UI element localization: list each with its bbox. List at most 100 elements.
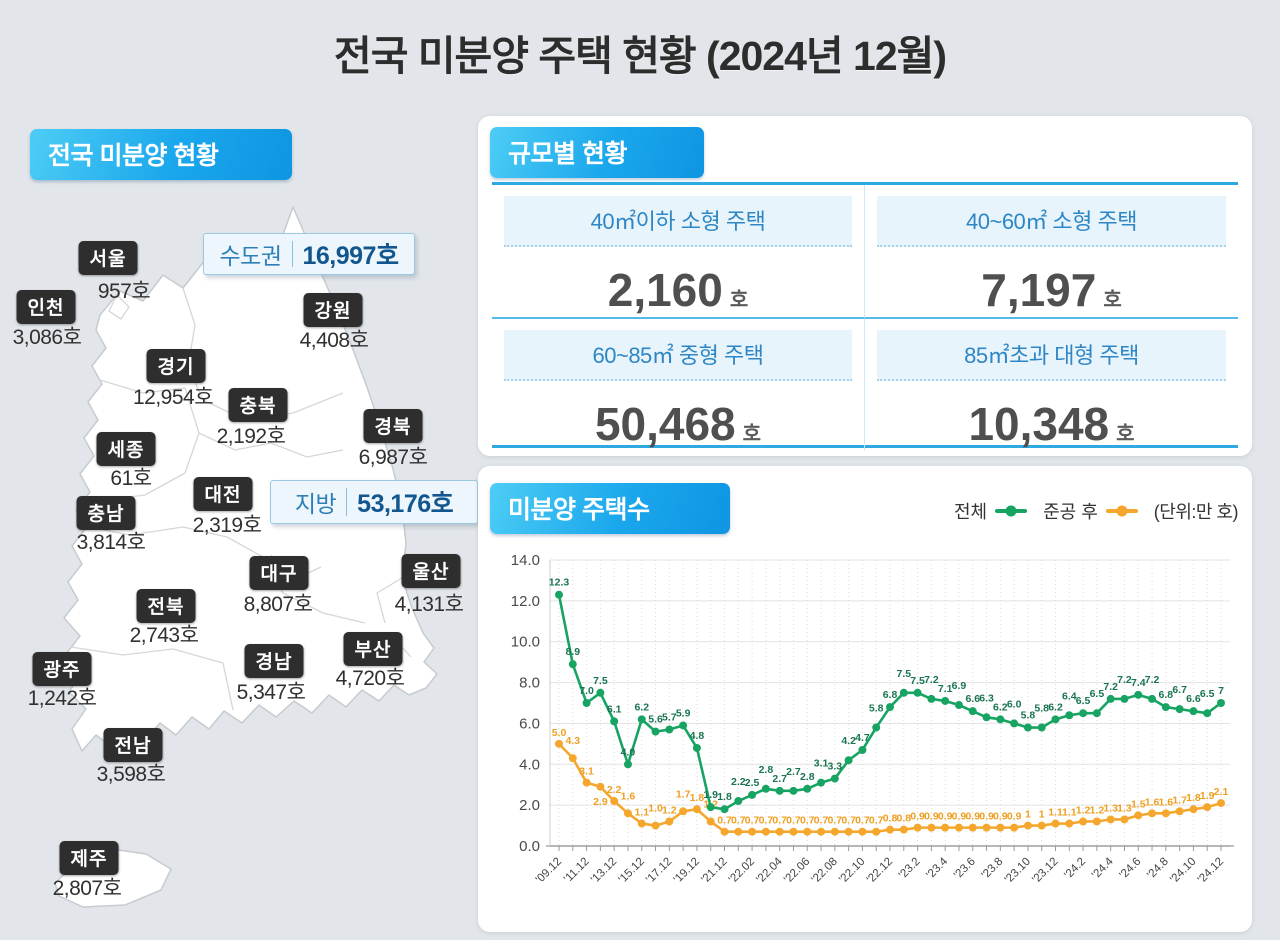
y-tick-label: 0.0 — [519, 838, 540, 855]
data-point — [872, 723, 881, 732]
x-tick-label: '22.04 — [754, 855, 785, 886]
data-point-label: 6.6 — [1186, 693, 1201, 705]
x-tick-label: '24.4 — [1090, 855, 1116, 881]
x-tick-label: '23.12 — [1030, 856, 1060, 886]
region-value-대전: 2,319호 — [192, 514, 262, 537]
data-point-label: 7.5 — [910, 675, 925, 687]
region-name: 인천 — [16, 290, 76, 324]
data-point — [941, 696, 950, 705]
data-point-label: 6.8 — [883, 689, 898, 701]
data-point — [1148, 809, 1157, 818]
data-point-label: 0.7 — [828, 815, 843, 827]
data-point — [982, 823, 991, 832]
data-point — [941, 823, 950, 832]
data-point — [954, 823, 963, 832]
data-point — [830, 774, 839, 783]
data-point — [927, 694, 936, 703]
y-tick-label: 12.0 — [511, 593, 540, 610]
data-point — [555, 739, 563, 748]
data-point-label: 2.2 — [731, 776, 746, 788]
data-point-label: 1.6 — [1159, 796, 1174, 808]
data-point — [761, 827, 770, 836]
data-point — [748, 827, 757, 836]
chart-panel-title: 미분양 주택수 — [508, 496, 650, 524]
y-tick-label: 10.0 — [511, 634, 540, 651]
data-point-label: 4.3 — [565, 735, 580, 747]
data-point — [706, 817, 715, 826]
data-point — [858, 827, 867, 836]
stat-value: 7,197 호 — [981, 264, 1122, 316]
data-point — [899, 825, 908, 834]
region-name: 전남 — [103, 728, 163, 762]
data-point — [775, 786, 784, 795]
region-value-서울: 957호 — [97, 280, 151, 303]
data-point-label: 0.9 — [952, 811, 967, 823]
region-badge-경기: 경기 — [146, 349, 206, 383]
data-point-label: 0.7 — [786, 815, 801, 827]
data-point — [1148, 694, 1157, 703]
data-point — [886, 825, 894, 834]
data-point — [610, 717, 619, 726]
unit-label: 호 — [729, 289, 749, 311]
legend-label: 전체 — [953, 502, 988, 522]
jibang-value: 53,176호 — [357, 490, 454, 518]
data-point-label: 2.8 — [759, 764, 774, 776]
data-point — [651, 727, 660, 736]
x-tick-label: '23.6 — [952, 856, 978, 882]
stat-cell-40to60: 40~60㎡ 소형 주택 7,197 호 — [865, 185, 1238, 319]
data-point — [1120, 815, 1129, 824]
data-point — [1065, 711, 1074, 720]
data-point — [665, 817, 674, 826]
data-point-label: 1.1 — [1062, 807, 1077, 819]
data-point-label: 2.7 — [786, 766, 801, 778]
data-point-label: 1 — [1025, 809, 1031, 821]
chart-panel: 미분양 주택수 전체 준공 후 (단위:만 호) 0.0 2.0 4.0 6.0 8.0… — [478, 466, 1252, 932]
data-point-label: 1.3 — [1103, 802, 1118, 814]
data-point — [1051, 819, 1060, 828]
region-badge-충남: 충남 — [76, 496, 136, 530]
data-point-label: 0.7 — [841, 815, 856, 827]
data-point — [913, 823, 922, 832]
data-point-label: 0.7 — [855, 815, 870, 827]
data-point-label: 1 — [1039, 809, 1045, 821]
region-value-부산: 4,720호 — [335, 667, 405, 690]
data-point-label: 5.8 — [1034, 703, 1049, 715]
data-point — [568, 754, 577, 763]
data-point-label: 12.3 — [549, 577, 570, 589]
data-point-label: 5.8 — [869, 703, 884, 715]
data-point — [651, 821, 660, 830]
data-point-label: 0.9 — [979, 811, 994, 823]
data-point — [996, 823, 1005, 832]
data-point — [1037, 821, 1046, 830]
data-point-label: 0.7 — [869, 815, 884, 827]
region-badge-강원: 강원 — [303, 293, 363, 327]
data-point-label: 7.5 — [896, 668, 911, 680]
jibang-box: 지방 53,176호 — [270, 480, 478, 524]
region-badge-충북: 충북 — [228, 388, 288, 422]
region-value-강원: 4,408호 — [299, 329, 369, 352]
data-point — [568, 660, 577, 669]
data-point-label: 4.7 — [855, 732, 870, 744]
data-point-label: 6.2 — [634, 701, 649, 713]
stat-label: 40㎡이하 소형 주택 — [504, 196, 852, 247]
data-point-label: 5.8 — [1021, 710, 1036, 722]
map-panel-title: 전국 미분양 현황 — [48, 142, 219, 170]
data-point-label: 7.2 — [1103, 681, 1118, 693]
data-point-label: 6.5 — [1076, 695, 1091, 707]
stat-cell-under40: 40㎡이하 소형 주택 2,160 호 — [492, 185, 865, 319]
data-point — [1175, 705, 1184, 714]
region-badge-울산: 울산 — [401, 554, 461, 588]
x-tick-label: '24.12 — [1196, 856, 1226, 886]
data-point — [1189, 805, 1198, 814]
data-point — [1010, 823, 1019, 832]
data-point-label: 0.8 — [896, 813, 911, 825]
data-point — [582, 699, 591, 707]
data-point-label: 4.2 — [841, 735, 856, 747]
region-badge-광주: 광주 — [32, 652, 92, 686]
region-value-세종: 61호 — [110, 467, 152, 490]
data-point-label: 6.8 — [1159, 689, 1174, 701]
data-point-label: 8.9 — [565, 646, 580, 658]
region-value-울산: 4,131호 — [394, 593, 464, 616]
data-point — [1051, 715, 1060, 724]
data-point-label: 6.2 — [1048, 701, 1063, 713]
